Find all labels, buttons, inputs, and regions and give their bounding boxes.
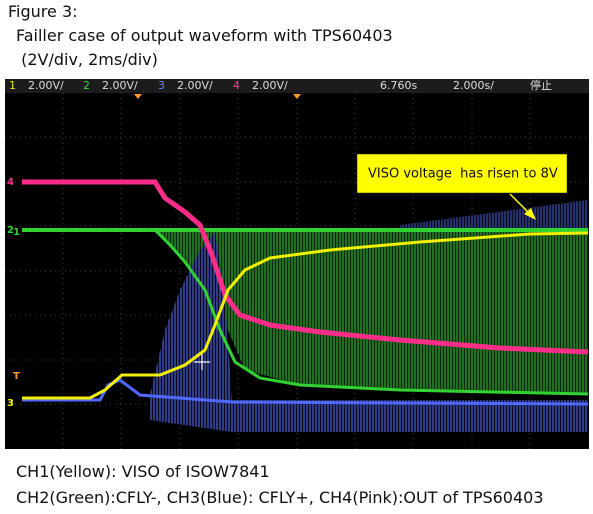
ch-number: 4 [233,79,240,92]
trigger-markers [134,94,301,99]
channel-marker: 4 [7,177,14,188]
annotation-box [356,153,568,194]
ch-number: 1 [9,79,16,92]
ch-scale: 2.00V/ [28,79,64,92]
ch3-noise [400,200,588,232]
run-status: 停止 [530,78,552,92]
ch3-trace [22,378,589,406]
ch1-trace [22,231,589,400]
time-position: 6.760s [380,79,417,92]
annotation-arrow [509,193,531,215]
channel-marker: 3 [7,398,14,409]
figure-label: Figure 3: [8,2,78,21]
cursor [194,354,210,370]
ch3-envelope [150,232,588,432]
ch2-envelope [155,230,588,395]
annotation-arrowhead [524,208,536,220]
caption: CH2(Green):CFLY-, CH3(Blue): CFLY+, CH4(… [16,488,544,507]
figure-title: Failler case of output waveform with TPS… [16,26,393,45]
ch-scale: 2.00V/ [252,79,288,92]
annotation-text: VISO voltage has risen to 8V [368,167,558,182]
channel-marker: 1 [13,227,20,238]
channel-marker: 2 [7,225,14,236]
header-bar [5,79,589,93]
trigger-marker: T [13,371,20,382]
ch-scale: 2.00V/ [177,79,213,92]
time-base: 2.000s/ [453,79,494,92]
figure-subtitle: (2V/div, 2ms/div) [16,50,158,69]
caption: CH1(Yellow): VISO of ISOW7841 [16,462,270,481]
ch2-trace [22,228,589,396]
ch-scale: 2.00V/ [102,79,138,92]
ch-number: 2 [83,79,90,92]
ch-number: 3 [158,79,165,92]
